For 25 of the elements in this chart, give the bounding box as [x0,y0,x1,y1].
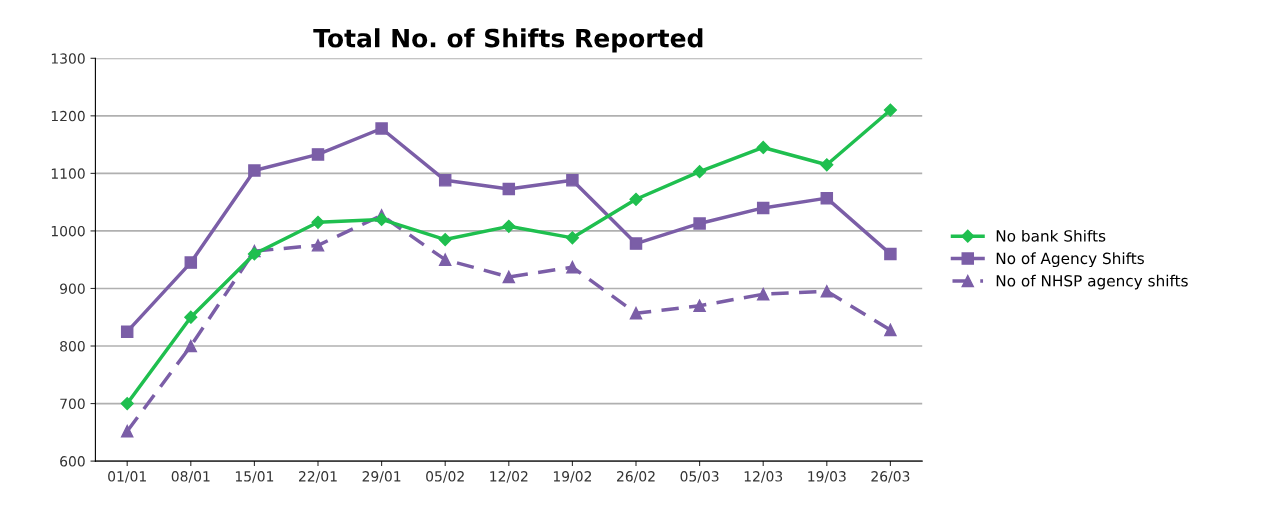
y-tick-label: 1200 [51,110,85,122]
x-tick-label: 12/03 [744,471,783,483]
x-tick-label: 29/01 [362,471,401,483]
x-tick-label: 19/02 [553,471,592,483]
y-tick-label: 1100 [51,168,85,179]
legend-label: No of NHSP agency shifts [996,274,1188,290]
x-tick-label: 01/01 [108,471,146,483]
x-tick-label: 22/01 [299,471,337,483]
y-tick-label: 800 [60,340,85,352]
x-tick-label: 12/02 [490,471,528,483]
x-tick-label: 19/03 [808,471,846,483]
y-tick-label: 900 [60,283,85,294]
chart-title: Total No. of Shifts Reported [313,28,703,53]
x-tick-label: 26/03 [871,471,910,483]
x-tick-label: 05/02 [426,471,464,483]
legend-label: No bank Shifts [996,229,1106,242]
x-tick-label: 05/03 [680,471,719,483]
y-tick-label: 700 [60,398,85,410]
y-tick-label: 600 [60,456,85,467]
x-tick-label: 08/01 [171,471,210,483]
y-tick-label: 1300 [51,53,85,64]
legend-label: No of Agency Shifts [996,252,1144,268]
y-tick-label: 1000 [51,225,85,237]
x-tick-label: 26/02 [617,471,655,483]
x-tick-label: 15/01 [235,471,274,483]
